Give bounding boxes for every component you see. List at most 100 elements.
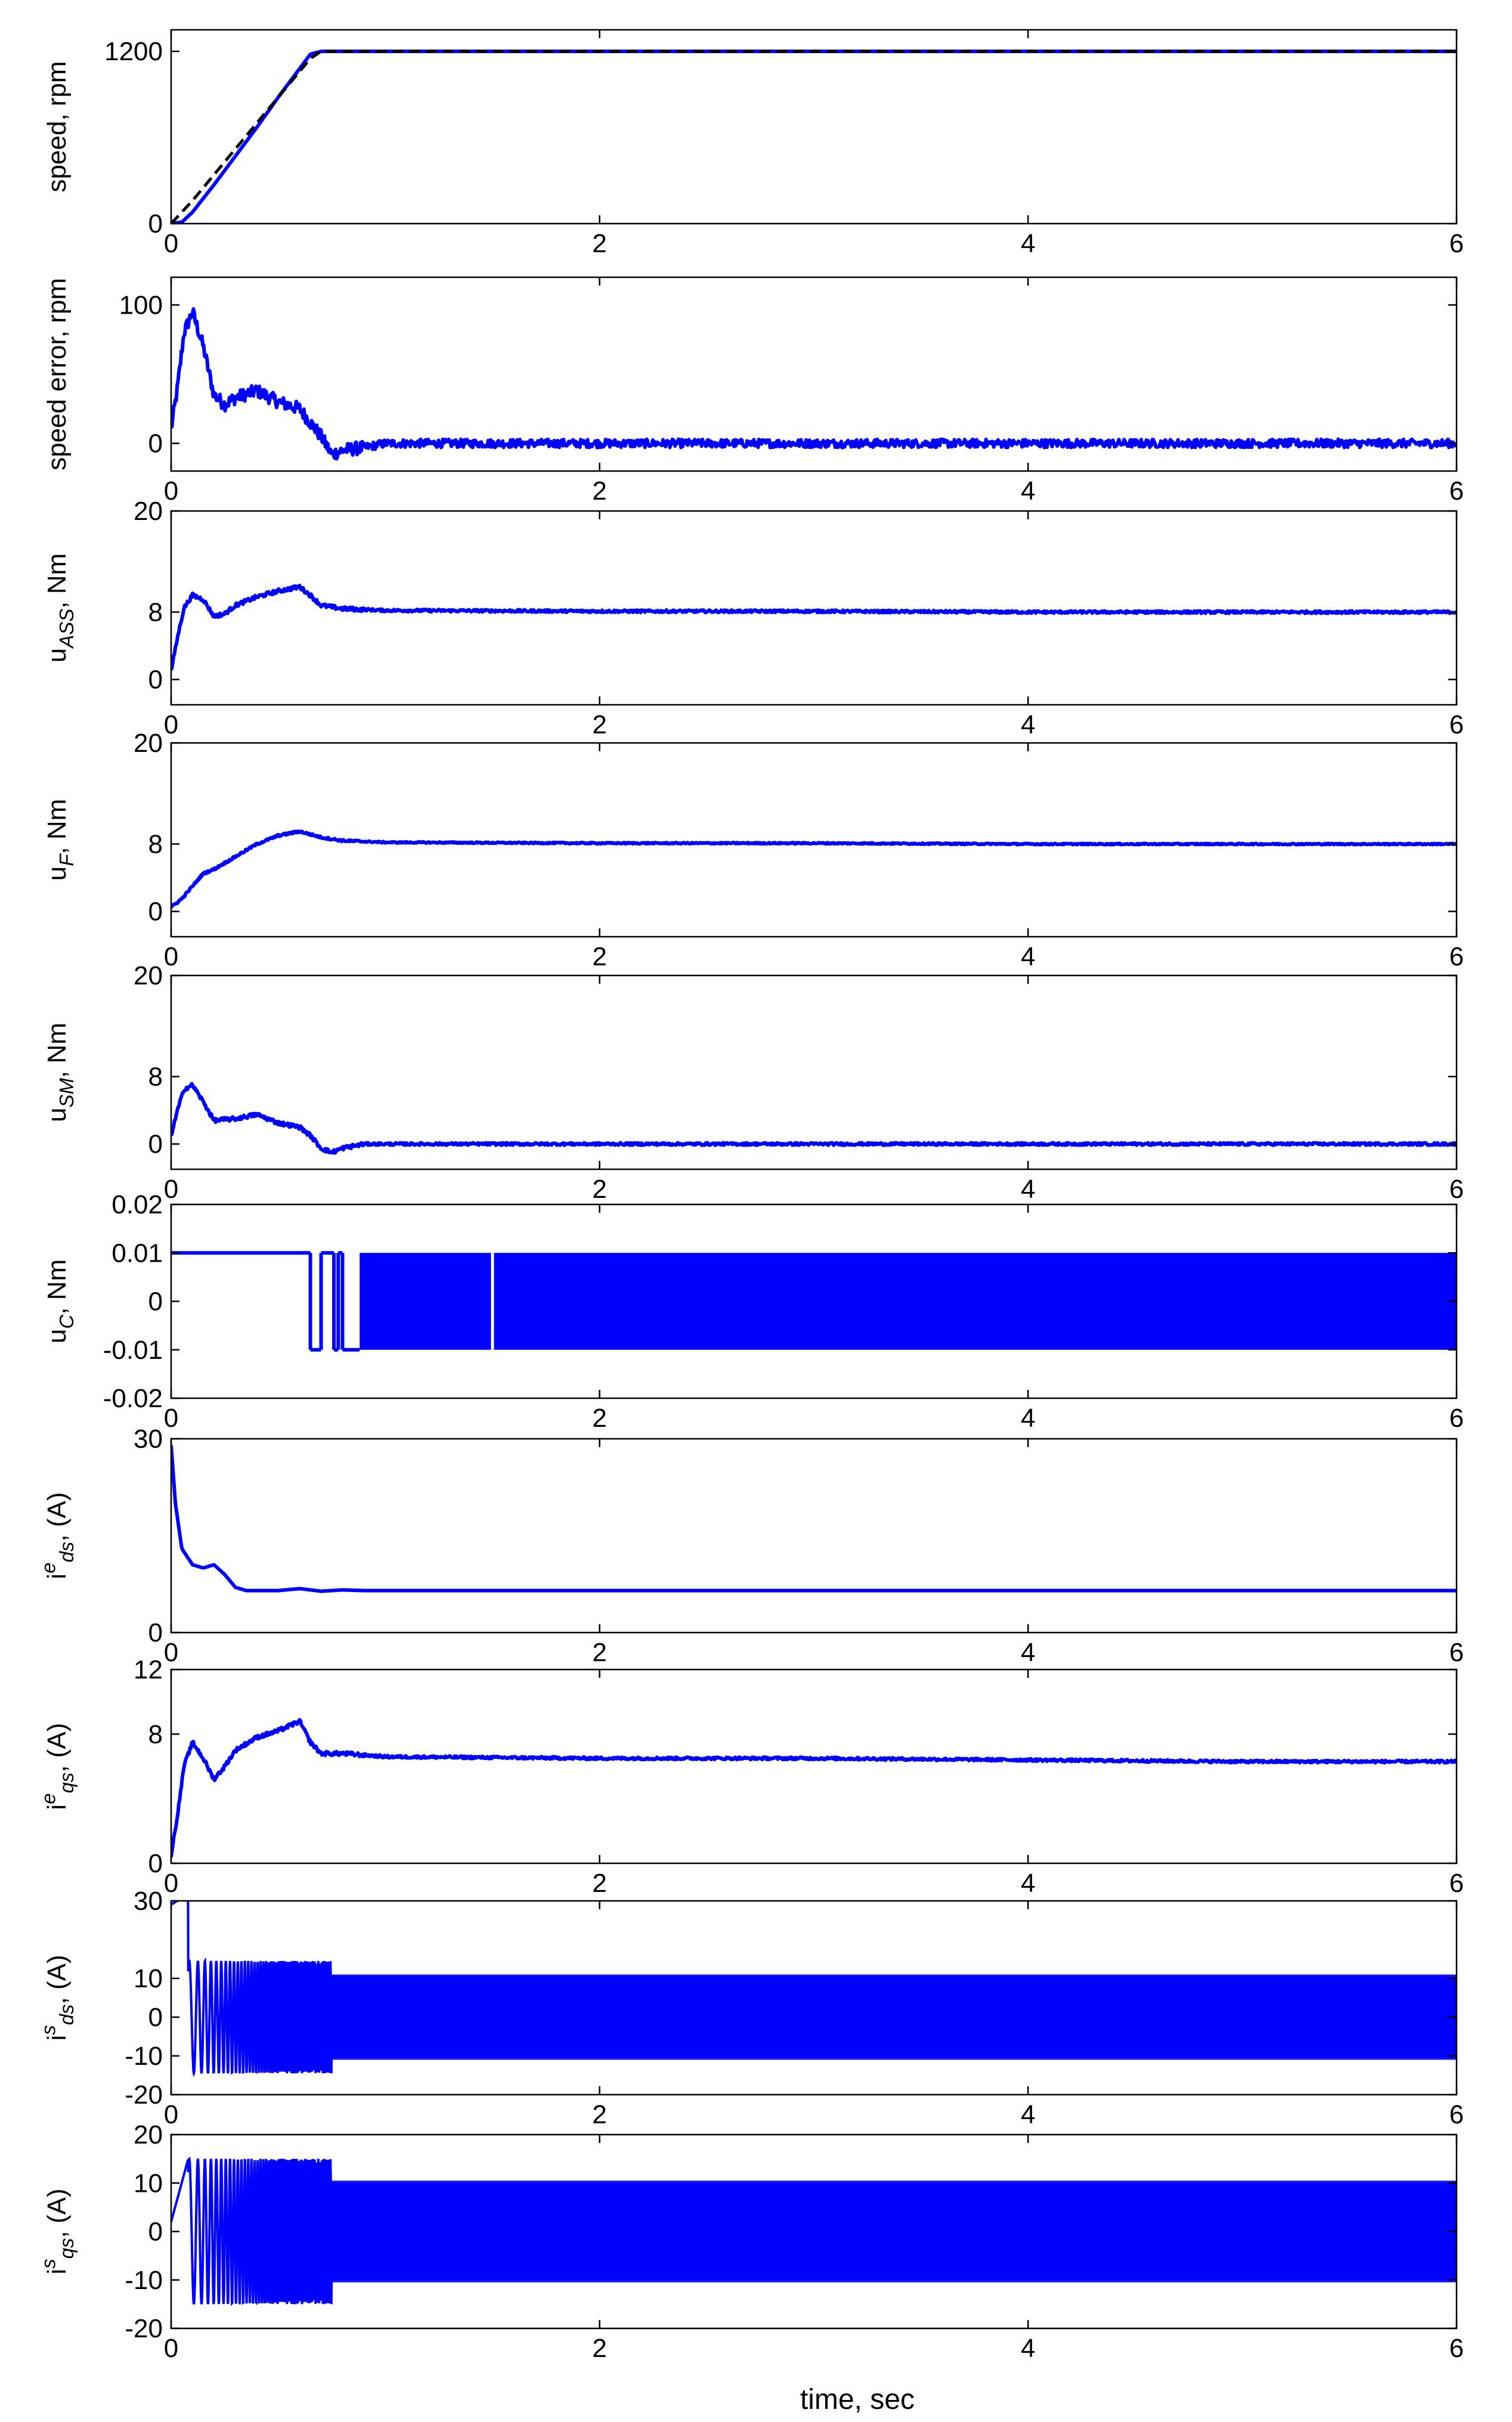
subplot-8: 0 2 4 6 0 8 12 ieqs, (A) — [37, 1655, 1464, 1898]
y-tick-label: -10 — [125, 2266, 163, 2295]
subplot-6: 0 2 4 6 -0.02 -0.01 0 0.01 0.02 uC, Nm — [42, 1190, 1464, 1433]
axes-frame — [170, 1438, 1458, 1634]
y-tick-label: -20 — [125, 2080, 163, 2110]
x-tick-label: 2 — [592, 476, 606, 506]
axes-frame — [170, 276, 1458, 472]
ylabel-part: i — [42, 2269, 72, 2275]
y-tick-label: -20 — [125, 2314, 163, 2343]
x-tick-label: 0 — [164, 1869, 178, 1898]
ylabel-subscript: ds — [55, 2004, 78, 2025]
y-tick-label: -0.01 — [103, 1336, 163, 1365]
ylabel-part: u — [42, 648, 72, 662]
y-tick-label: 8 — [148, 1720, 163, 1749]
y-axis-label: isqs, (A) — [37, 2188, 78, 2274]
x-tick-label: 6 — [1449, 476, 1464, 506]
subplot-3: 0 2 4 6 0 8 20 uASS, Nm — [42, 497, 1464, 739]
y-tick-label: 20 — [134, 729, 163, 758]
reference-line — [171, 49, 1457, 224]
x-tick-label: 0 — [164, 1404, 178, 1433]
axes-frame — [170, 29, 1458, 225]
x-tick-label: 4 — [1021, 229, 1035, 258]
ylabel-subscript: ds — [55, 1542, 78, 1563]
x-tick-label: 4 — [1021, 1175, 1035, 1204]
x-tick-label: 4 — [1021, 1404, 1035, 1433]
x-tick-label: 6 — [1449, 229, 1464, 258]
x-tick-label: 6 — [1449, 2100, 1464, 2129]
ylabel-part: , Nm — [42, 1023, 72, 1078]
x-tick-label: 0 — [164, 229, 178, 258]
y-tick-label: 8 — [148, 830, 163, 859]
subplot-7: 0 2 4 6 0 30 ieds, (A) — [37, 1424, 1464, 1667]
y-tick-label: 0.02 — [111, 1190, 163, 1219]
x-tick-label: 0 — [164, 1638, 178, 1667]
ylabel-superscript: e — [37, 1562, 59, 1573]
ylabel-subscript: C — [55, 1314, 78, 1329]
y-tick-label: -10 — [125, 2042, 163, 2071]
x-axis-label: time, sec — [800, 2384, 915, 2415]
x-tick-label: 2 — [592, 2100, 606, 2129]
plot-area — [171, 583, 1457, 671]
plot-area — [171, 2156, 1457, 2306]
axes-frame — [170, 974, 1458, 1170]
y-tick-label: 20 — [134, 497, 163, 526]
ylabel-part: , (A) — [42, 1955, 72, 2004]
y-tick-label: 0 — [148, 897, 163, 927]
y-tick-label: 0 — [148, 1849, 163, 1878]
ylabel-part: , Nm — [42, 799, 72, 854]
x-tick-label: 2 — [592, 1404, 606, 1433]
axes-frame — [170, 1668, 1458, 1864]
ylabel-part: , (A) — [42, 2188, 72, 2238]
series-line — [171, 829, 1457, 909]
x-tick-label: 4 — [1021, 2334, 1035, 2363]
x-tick-label: 4 — [1021, 2100, 1035, 2129]
ylabel-subscript: SM — [55, 1077, 78, 1107]
x-tick-label: 0 — [164, 2100, 178, 2129]
ylabel-part: , Nm — [42, 1259, 72, 1315]
plot-area — [171, 829, 1457, 909]
series-line — [171, 307, 1457, 461]
x-tick-label: 2 — [592, 710, 606, 739]
y-tick-label: 100 — [119, 290, 163, 320]
y-axis-label: ieqs, (A) — [37, 1723, 78, 1810]
series-line — [171, 1082, 1457, 1155]
y-tick-label: 12 — [134, 1655, 163, 1684]
axes-frame — [170, 510, 1458, 706]
y-tick-label: 10 — [134, 1964, 163, 1993]
y-tick-label: 30 — [134, 1887, 163, 1916]
ylabel-subscript: F — [55, 853, 78, 866]
ylabel-superscript: s — [37, 2025, 59, 2035]
plot-area — [171, 1445, 1457, 1593]
ylabel-subscript: qs — [55, 2238, 78, 2259]
x-tick-label: 2 — [592, 1638, 606, 1667]
x-tick-label: 4 — [1021, 1638, 1035, 1667]
x-tick-label: 6 — [1449, 1869, 1464, 1898]
x-tick-label: 6 — [1449, 2334, 1464, 2363]
ylabel-part: i — [42, 2035, 72, 2041]
x-tick-label: 6 — [1449, 1175, 1464, 1204]
ylabel-part: , (A) — [42, 1492, 72, 1541]
axes-frame — [170, 1900, 1458, 2096]
oscillation-band — [331, 1974, 1457, 2060]
y-axis-label: speed error, rpm — [42, 278, 72, 470]
y-tick-label: 0 — [148, 665, 163, 695]
y-axis-label: speed, rpm — [42, 61, 72, 192]
subplot-4: 0 2 4 6 0 8 20 uF, Nm — [42, 729, 1464, 971]
switching-band — [360, 1253, 1457, 1350]
ylabel-part: , Nm — [42, 553, 72, 609]
plot-area — [171, 1082, 1457, 1155]
y-tick-label: 20 — [134, 2120, 163, 2150]
y-tick-label: 0 — [148, 2003, 163, 2032]
y-tick-label: 8 — [148, 1063, 163, 1092]
ylabel-part: i — [42, 1574, 72, 1579]
plot-area — [171, 1251, 1457, 1352]
y-tick-label: 0 — [148, 429, 163, 459]
ylabel-part: speed, rpm — [42, 61, 72, 192]
ylabel-part: , (A) — [42, 1723, 72, 1772]
x-tick-label: 6 — [1449, 1404, 1464, 1433]
y-tick-label: 1200 — [104, 37, 163, 66]
y-tick-label: 0 — [148, 1618, 163, 1647]
x-tick-label: 2 — [592, 1869, 606, 1898]
